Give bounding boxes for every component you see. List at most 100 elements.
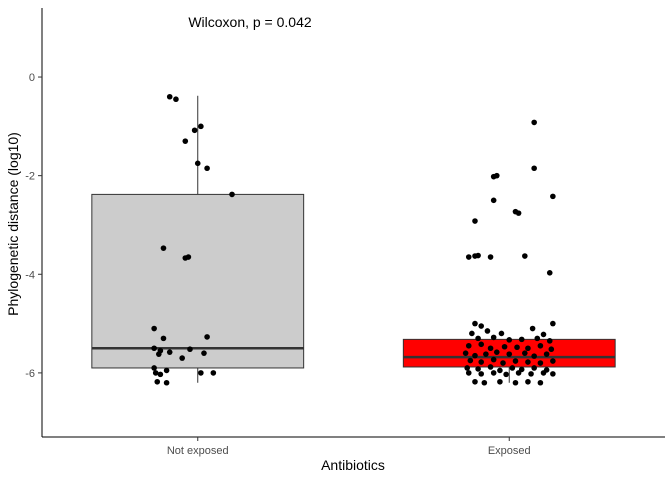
data-point xyxy=(546,269,553,276)
x-tick-label: Exposed xyxy=(488,445,531,457)
data-point xyxy=(478,323,485,329)
data-point xyxy=(522,253,528,259)
box-group xyxy=(402,119,616,386)
data-point xyxy=(478,341,485,348)
data-point xyxy=(550,193,556,200)
data-point xyxy=(490,197,497,204)
y-axis-label: Phylogenetic distance (log10) xyxy=(5,132,21,316)
data-point xyxy=(537,360,544,366)
data-point xyxy=(490,370,497,376)
data-point xyxy=(210,370,217,376)
data-point xyxy=(182,255,189,261)
data-point xyxy=(509,365,516,371)
data-point xyxy=(464,365,470,371)
data-point xyxy=(472,218,478,224)
data-point xyxy=(163,379,170,386)
data-point xyxy=(522,350,528,356)
data-point xyxy=(531,353,537,359)
data-point xyxy=(475,335,481,342)
data-point xyxy=(163,367,170,374)
data-point xyxy=(501,343,508,350)
data-point xyxy=(229,191,235,198)
data-point xyxy=(540,331,547,338)
data-point xyxy=(518,336,525,343)
data-point xyxy=(525,378,531,385)
data-point xyxy=(465,254,472,260)
data-point xyxy=(515,210,522,216)
data-point xyxy=(157,371,164,378)
data-point xyxy=(187,346,193,353)
data-point xyxy=(156,351,162,357)
x-tick-label: Not exposed xyxy=(167,445,229,457)
data-point xyxy=(534,335,541,342)
y-tick-label: -2 xyxy=(25,171,35,183)
data-point xyxy=(550,358,556,364)
data-point xyxy=(478,371,485,377)
data-point xyxy=(198,370,204,376)
data-point xyxy=(462,350,469,356)
test-annotation: Wilcoxon, p = 0.042 xyxy=(188,14,312,30)
data-point xyxy=(490,334,497,341)
data-point xyxy=(154,378,161,385)
data-point xyxy=(548,346,555,353)
data-point xyxy=(160,335,167,342)
data-point xyxy=(173,96,179,103)
data-point xyxy=(487,345,494,352)
data-point xyxy=(483,351,489,357)
plot-area xyxy=(91,93,616,386)
y-tick-label: -4 xyxy=(25,269,35,281)
data-point xyxy=(478,359,485,365)
data-point xyxy=(531,365,537,371)
data-point xyxy=(512,358,519,364)
data-point xyxy=(487,254,494,260)
data-point xyxy=(487,364,494,370)
data-point xyxy=(198,123,204,130)
data-point xyxy=(465,342,472,349)
data-point xyxy=(151,365,157,371)
data-point xyxy=(204,165,210,172)
data-point xyxy=(506,351,513,357)
data-point xyxy=(481,379,488,386)
data-point xyxy=(500,360,506,366)
data-point xyxy=(503,371,509,378)
data-point xyxy=(531,119,537,126)
data-point xyxy=(166,93,173,100)
data-point xyxy=(512,379,519,386)
data-point xyxy=(550,371,556,377)
data-point xyxy=(194,160,201,167)
y-tick-label: 0 xyxy=(29,72,35,84)
data-point xyxy=(469,330,475,337)
data-point xyxy=(475,252,481,259)
data-point xyxy=(515,370,522,376)
data-point xyxy=(465,370,472,376)
data-point xyxy=(497,378,503,385)
data-point xyxy=(531,165,537,172)
data-point xyxy=(543,351,550,357)
box-group xyxy=(91,93,305,386)
x-axis-label: Antibiotics xyxy=(321,457,385,473)
box xyxy=(91,193,305,369)
data-point xyxy=(472,320,478,327)
data-point xyxy=(490,356,497,363)
data-point xyxy=(152,370,159,376)
data-point xyxy=(540,370,547,376)
data-point xyxy=(472,378,478,385)
axes: 0 -2 -4 -6 Not exposed Exposed xyxy=(25,8,665,457)
data-point xyxy=(182,138,189,144)
data-point xyxy=(550,320,556,327)
data-point xyxy=(506,337,513,343)
data-point xyxy=(179,355,185,361)
data-point xyxy=(191,127,198,134)
data-point xyxy=(472,352,478,359)
data-point xyxy=(497,367,503,374)
y-tick-label: -6 xyxy=(25,368,35,380)
data-point xyxy=(467,357,474,364)
box xyxy=(402,338,616,368)
data-point xyxy=(546,338,553,344)
data-point xyxy=(529,325,536,332)
data-point xyxy=(514,344,520,351)
data-point xyxy=(537,342,544,349)
data-point xyxy=(525,359,531,365)
data-point xyxy=(204,334,210,340)
